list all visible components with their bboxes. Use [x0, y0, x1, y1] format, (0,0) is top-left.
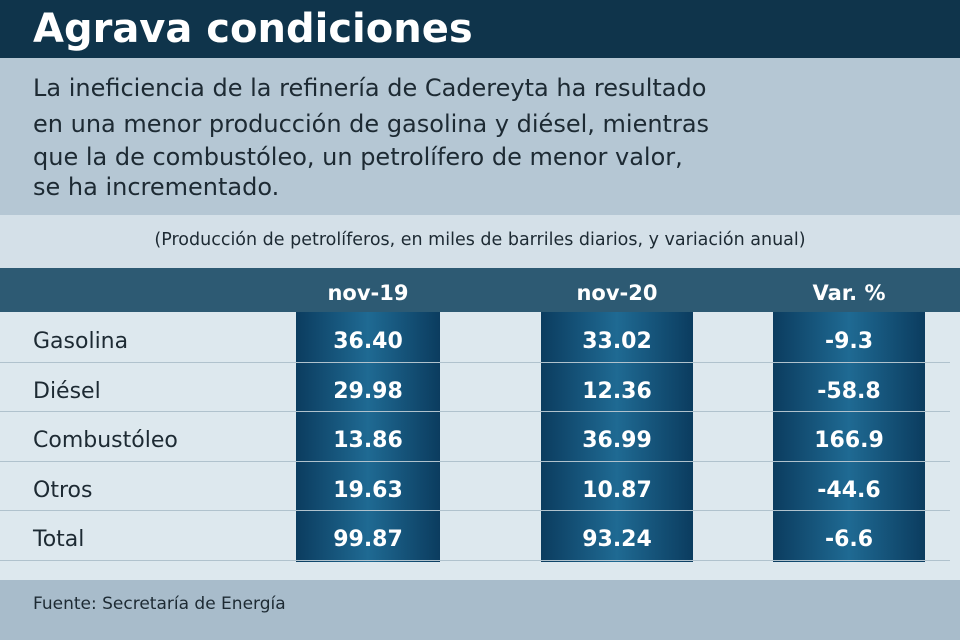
row-label: Diésel	[33, 378, 101, 404]
cell-value: -44.6	[817, 477, 881, 503]
description-line: La ineficiencia de la refinería de Cader…	[33, 74, 707, 102]
column-header: nov-19	[327, 281, 409, 305]
row-separator	[0, 460, 950, 462]
cell-value: 93.24	[582, 527, 652, 553]
subtitle-band	[0, 215, 960, 268]
row-label: Combustóleo	[33, 428, 178, 454]
cell-value: -6.6	[824, 527, 874, 553]
row-separator	[0, 361, 950, 363]
footer-band	[0, 580, 960, 640]
column-header: nov-20	[576, 281, 658, 305]
value-column	[773, 312, 925, 562]
cell-value: 36.40	[333, 329, 403, 354]
row-label: Gasolina	[33, 329, 129, 354]
title: Agrava condiciones	[33, 6, 473, 52]
cell-value: 13.86	[333, 428, 403, 454]
cell-value: 99.87	[333, 527, 403, 553]
cell-value: 36.99	[582, 428, 652, 454]
header-row	[0, 268, 960, 312]
description-line: en una menor producción de gasolina y di…	[33, 110, 710, 138]
row-separator	[0, 510, 950, 512]
row-label: Otros	[33, 477, 93, 503]
cell-value: 166.9	[814, 428, 884, 454]
cell-value: -9.3	[824, 329, 874, 354]
cell-value: 10.87	[582, 477, 652, 503]
cell-value: 19.63	[333, 477, 403, 503]
value-column	[541, 312, 693, 562]
row-separator	[0, 411, 950, 413]
value-column	[296, 312, 440, 562]
subtitle: (Producción de petrolíferos, en miles de…	[154, 230, 806, 250]
row-separator	[0, 560, 950, 561]
title-band	[0, 0, 960, 58]
column-header: Var. %	[812, 281, 886, 305]
description-band	[0, 58, 960, 215]
cell-value: 12.36	[582, 378, 652, 404]
description-line: se ha incrementado.	[33, 173, 280, 201]
source: Fuente: Secretaría de Energía	[33, 594, 286, 614]
row-label: Total	[33, 527, 85, 553]
cell-value: 29.98	[333, 378, 403, 404]
description-line: que la de combustóleo, un petrolífero de…	[33, 143, 683, 171]
cell-value: 33.02	[582, 329, 652, 354]
cell-value: -58.8	[817, 378, 881, 404]
